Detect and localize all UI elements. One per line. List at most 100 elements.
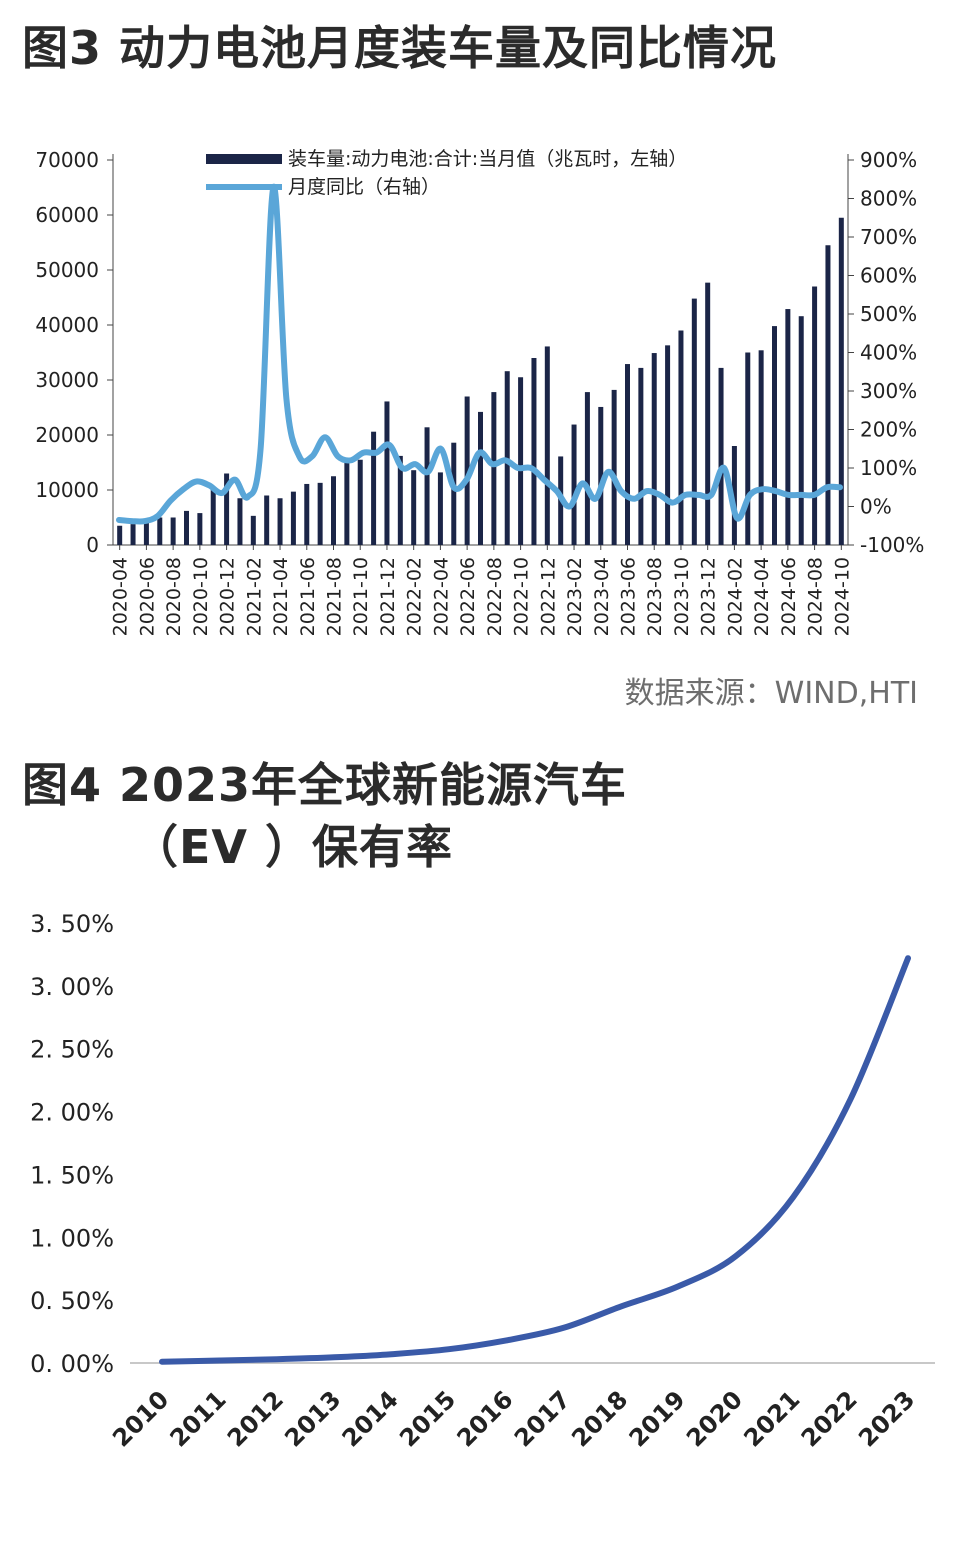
yoy-point [646, 490, 648, 492]
yoy-point [388, 444, 390, 446]
x-tick-label: 2024-06 [778, 557, 800, 636]
yoy-point [234, 479, 236, 481]
right-tick-label: 700% [860, 225, 917, 249]
ev-point [161, 1361, 163, 1363]
y-tick-label: 0. 50% [30, 1287, 114, 1315]
bar [571, 424, 577, 545]
y-tick-label: 3. 00% [30, 973, 114, 1001]
x-tick-label: 2023-04 [591, 557, 613, 636]
y-tick-label: 2. 00% [30, 1099, 114, 1127]
bar [798, 316, 804, 545]
yoy-point [775, 490, 777, 492]
y-tick-label: 3. 50% [30, 910, 114, 938]
yoy-point [710, 494, 712, 496]
x-tick-label: 2021-08 [324, 557, 346, 636]
yoy-point [118, 519, 120, 521]
bar [718, 367, 724, 545]
yoy-point [530, 467, 532, 469]
x-tick-label: 2024-08 [805, 557, 827, 636]
figure3-axes: 70000 60000 50000 40000 30000 20000 10000 0 900%… [35, 148, 924, 636]
right-tick-label: 200% [860, 418, 917, 442]
bar [224, 473, 230, 545]
bar [598, 406, 604, 545]
yoy-point [427, 471, 429, 473]
bar [665, 345, 671, 545]
figure4-chart: 3. 50% 3. 00% 2. 50% 2. 00% 1. 50% 1. 00% 0. 5… [30, 910, 935, 1452]
yoy-point [491, 463, 493, 465]
right-tick-label: 0% [860, 495, 892, 519]
x-tick-label: 2022-02 [404, 557, 426, 636]
yoy-point [479, 452, 480, 454]
yoy-point [298, 455, 300, 457]
bar [705, 282, 711, 545]
bar [478, 411, 483, 545]
bar [397, 455, 403, 545]
x-tick-label: 2010 [107, 1385, 174, 1452]
bar [197, 513, 203, 545]
bar [290, 491, 296, 545]
yoy-point [324, 436, 326, 438]
yoy-point [208, 484, 210, 486]
figure4-title-line2: （EV ）保有率 [132, 820, 454, 874]
x-tick-label: 2020 [681, 1385, 748, 1452]
yoy-point [260, 448, 262, 450]
bar [384, 401, 390, 545]
x-tick-label: 2017 [509, 1385, 576, 1452]
yoy-point [182, 488, 184, 490]
yoy-point [788, 494, 789, 496]
x-tick-label: 2018 [566, 1385, 633, 1452]
x-tick-label: 2023 [853, 1385, 920, 1452]
x-tick-label: 2021 [738, 1385, 805, 1452]
yoy-point [672, 502, 674, 504]
ev-series-line [159, 955, 911, 1365]
bar [731, 446, 737, 545]
right-tick-label: 100% [860, 456, 917, 480]
yoy-point [800, 494, 802, 496]
legend-line-label: 月度同比（右轴） [288, 176, 440, 198]
right-tick-label: 300% [860, 379, 917, 403]
figure3-bars [117, 217, 844, 545]
left-tick-label: 50000 [35, 258, 99, 282]
bar [544, 346, 550, 545]
ev-point [391, 1353, 393, 1355]
x-tick-label: 2014 [337, 1385, 404, 1452]
y-tick-label: 2. 50% [30, 1036, 114, 1064]
figure3-title: 图3 动力电池月度装车量及同比情况 [22, 21, 778, 75]
left-tick-label: 20000 [35, 423, 99, 447]
right-tick-label: 900% [860, 148, 917, 172]
left-tick-label: 10000 [35, 478, 99, 502]
x-tick-label: 2023-10 [671, 557, 693, 636]
x-tick-label: 2015 [394, 1385, 461, 1452]
x-tick-label: 2012 [222, 1385, 289, 1452]
bar [304, 483, 310, 545]
bar [331, 476, 336, 545]
bar [117, 525, 123, 545]
x-tick-label: 2020-06 [136, 557, 158, 636]
x-tick-label: 2024-04 [751, 557, 773, 636]
bar [678, 330, 684, 545]
x-tick-label: 2021-04 [270, 557, 292, 636]
ev-point [448, 1348, 450, 1350]
yoy-point [350, 459, 352, 461]
yoy-point [517, 467, 519, 469]
figure3-chart: 70000 60000 50000 40000 30000 20000 10000 0 900%… [35, 148, 924, 636]
x-tick-label: 2021-06 [297, 557, 319, 636]
bar [651, 353, 657, 545]
yoy-point [170, 500, 171, 502]
ev-point [563, 1327, 565, 1329]
x-tick-label: 2024-02 [724, 557, 746, 636]
figure4-ev-line [159, 955, 911, 1365]
x-tick-label: 2021-12 [377, 557, 399, 636]
bar [437, 472, 443, 545]
yoy-point [723, 467, 725, 469]
yoy-point [582, 482, 583, 484]
figure3-legend: 装车量:动力电池:合计:当月值（兆瓦时，左轴） 月度同比（右轴） [206, 148, 687, 198]
right-tick-label: 400% [860, 341, 917, 365]
yoy-point [376, 452, 377, 454]
bar [184, 510, 189, 545]
yoy-point [195, 480, 197, 482]
yoy-point [144, 520, 146, 522]
legend-bar-swatch [206, 154, 282, 164]
y-tick-label: 1. 50% [30, 1161, 114, 1189]
ev-point [850, 1098, 852, 1100]
